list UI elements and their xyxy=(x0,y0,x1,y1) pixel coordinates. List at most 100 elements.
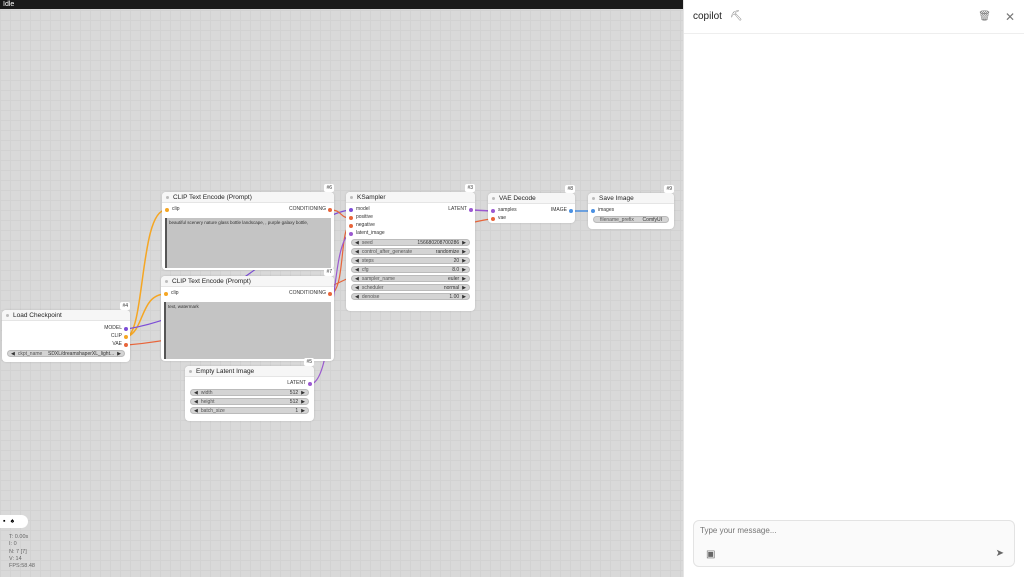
arrow-left-icon[interactable]: ◀ xyxy=(355,275,359,282)
widget-height[interactable]: ◀ height 512 ▶ xyxy=(190,398,309,405)
input-samples[interactable]: samples xyxy=(488,206,575,214)
arrow-right-icon[interactable]: ▶ xyxy=(117,350,121,357)
slot-label: negative xyxy=(356,222,375,228)
widget-label: scheduler xyxy=(361,284,384,291)
widget-control-after-generate[interactable]: ◀ control_after_generate randomize ▶ xyxy=(351,248,470,255)
arrow-left-icon[interactable]: ◀ xyxy=(194,398,198,405)
image-upload-icon[interactable]: ▣ xyxy=(706,549,716,560)
node-id: #6 xyxy=(324,184,334,192)
widget-ckpt-name[interactable]: ◀ ckpt_name SDXL/dreamshaperXL_light... ▶ xyxy=(7,350,125,357)
prompt-textarea[interactable]: text, watermark xyxy=(164,302,331,359)
node-title[interactable]: Save Image xyxy=(588,193,674,204)
input-negative[interactable]: negative xyxy=(346,221,475,229)
input-images[interactable]: images xyxy=(588,206,674,214)
arrow-left-icon[interactable]: ◀ xyxy=(11,350,15,357)
arrow-right-icon[interactable]: ▶ xyxy=(462,293,466,300)
slot-label: CONDITIONING xyxy=(289,206,326,212)
widget-sampler-name[interactable]: ◀ sampler_name euler ▶ xyxy=(351,275,470,282)
input-clip[interactable]: clip xyxy=(161,289,179,297)
output-model[interactable]: MODEL xyxy=(2,324,130,332)
node-clip-text-encode-positive[interactable]: #6 CLIP Text Encode (Prompt) clip CONDIT… xyxy=(162,184,334,270)
arrow-left-icon[interactable]: ◀ xyxy=(194,407,198,414)
widget-label: batch_size xyxy=(200,407,225,414)
node-title[interactable]: VAE Decode xyxy=(488,193,575,204)
output-conditioning[interactable]: CONDITIONING xyxy=(289,289,334,297)
widget-value: 8.0 xyxy=(452,266,460,273)
arrow-right-icon[interactable]: ▶ xyxy=(462,275,466,282)
widget-cfg[interactable]: ◀ cfg 8.0 ▶ xyxy=(351,266,470,273)
input-positive[interactable]: positive xyxy=(346,213,475,221)
node-empty-latent-image[interactable]: #5 Empty Latent Image LATENT ◀ width 512 ▶ … xyxy=(185,358,314,421)
widget-value: 156680208700286 xyxy=(417,239,460,246)
output-latent[interactable]: LATENT xyxy=(185,379,314,387)
arrow-left-icon[interactable]: ◀ xyxy=(355,284,359,291)
widget-value: normal xyxy=(443,284,460,291)
node-title[interactable]: KSampler xyxy=(346,192,475,203)
widget-scheduler[interactable]: ◀ scheduler normal ▶ xyxy=(351,284,470,291)
close-icon[interactable]: ✕ xyxy=(1004,9,1015,24)
stat-nodes: N: 7 [7] xyxy=(9,548,27,555)
widget-batch-size[interactable]: ◀ batch_size 1 ▶ xyxy=(190,407,309,414)
output-vae[interactable]: VAE xyxy=(2,340,130,348)
message-input[interactable] xyxy=(700,526,1000,535)
node-ksampler[interactable]: #3 KSampler LATENT model positive negati… xyxy=(346,184,475,311)
arrow-right-icon[interactable]: ▶ xyxy=(301,407,305,414)
slot-label: VAE xyxy=(112,341,122,347)
output-image[interactable]: IMAGE xyxy=(551,206,575,214)
widget-label: seed xyxy=(361,239,373,246)
arrow-right-icon[interactable]: ▶ xyxy=(462,284,466,291)
stat-time: T: 0.00s xyxy=(9,534,29,540)
node-title[interactable]: CLIP Text Encode (Prompt) xyxy=(161,276,334,287)
input-model[interactable]: model xyxy=(346,205,475,213)
slot-label: IMAGE xyxy=(550,207,567,213)
arrow-right-icon[interactable]: ▶ xyxy=(462,257,466,264)
send-icon[interactable]: ➤ xyxy=(995,548,1004,559)
arrow-right-icon[interactable]: ▶ xyxy=(301,389,305,396)
widget-label: steps xyxy=(361,257,374,264)
render-stats: T: 0.00s I: 0 N: 7 [7] V: 14 FPS:58.48 xyxy=(9,534,35,570)
input-latent-image[interactable]: latent_image xyxy=(346,229,475,237)
widget-label: filename_prefix xyxy=(600,216,634,223)
arrow-right-icon[interactable]: ▶ xyxy=(462,239,466,246)
widget-label: width xyxy=(200,389,213,396)
input-clip[interactable]: clip xyxy=(162,205,180,213)
widget-filename-prefix[interactable]: filename_prefix ComfyUI xyxy=(593,216,669,223)
upload-icon[interactable]: ♠ xyxy=(10,518,15,525)
slot-label: images xyxy=(598,207,615,213)
node-title[interactable]: Load Checkpoint xyxy=(2,310,130,321)
arrow-left-icon[interactable]: ◀ xyxy=(355,266,359,273)
output-clip[interactable]: CLIP xyxy=(2,332,130,340)
node-id: #7 xyxy=(324,268,334,276)
widget-denoise[interactable]: ◀ denoise 1.00 ▶ xyxy=(351,293,470,300)
trash-icon[interactable]: 🗑 xyxy=(978,11,991,22)
prompt-textarea[interactable]: beautiful scenery nature glass bottle la… xyxy=(165,218,331,268)
arrow-left-icon[interactable]: ◀ xyxy=(355,248,359,255)
node-clip-text-encode-negative[interactable]: #7 CLIP Text Encode (Prompt) clip CONDIT… xyxy=(161,268,334,361)
arrow-left-icon[interactable]: ◀ xyxy=(355,293,359,300)
slot-label: model xyxy=(356,206,370,212)
node-id: #8 xyxy=(565,185,575,193)
output-conditioning[interactable]: CONDITIONING xyxy=(289,205,334,213)
arrow-right-icon[interactable]: ▶ xyxy=(462,266,466,273)
widget-steps[interactable]: ◀ steps 20 ▶ xyxy=(351,257,470,264)
node-load-checkpoint[interactable]: #4 Load Checkpoint MODEL CLIP VAE ◀ ckpt_… xyxy=(2,302,130,362)
node-title[interactable]: Empty Latent Image xyxy=(185,366,314,377)
input-vae[interactable]: vae xyxy=(488,214,575,222)
save-icon[interactable]: ▪ xyxy=(3,518,6,525)
node-vae-decode[interactable]: #8 VAE Decode IMAGE samples vae xyxy=(488,185,575,223)
arrow-left-icon[interactable]: ◀ xyxy=(355,257,359,264)
arrow-right-icon[interactable]: ▶ xyxy=(301,398,305,405)
output-latent[interactable]: LATENT xyxy=(448,205,475,213)
node-canvas[interactable]: Idle #6 CLIP Text Encode (Prompt) clip C… xyxy=(0,0,683,577)
widget-width[interactable]: ◀ width 512 ▶ xyxy=(190,389,309,396)
copilot-panel: copilot ⛏ 🗑 ✕ ▣ ➤ xyxy=(683,0,1024,577)
arrow-right-icon[interactable]: ▶ xyxy=(462,248,466,255)
node-title[interactable]: CLIP Text Encode (Prompt) xyxy=(162,192,334,203)
slot-label: MODEL xyxy=(104,325,122,331)
widget-seed[interactable]: ◀ seed 156680208700286 ▶ xyxy=(351,239,470,246)
arrow-left-icon[interactable]: ◀ xyxy=(194,389,198,396)
arrow-left-icon[interactable]: ◀ xyxy=(355,239,359,246)
node-save-image[interactable]: #9 Save Image images filename_prefix Comf… xyxy=(588,185,674,229)
panel-header: copilot ⛏ 🗑 ✕ xyxy=(684,0,1024,34)
widget-label: ckpt_name xyxy=(17,350,43,357)
